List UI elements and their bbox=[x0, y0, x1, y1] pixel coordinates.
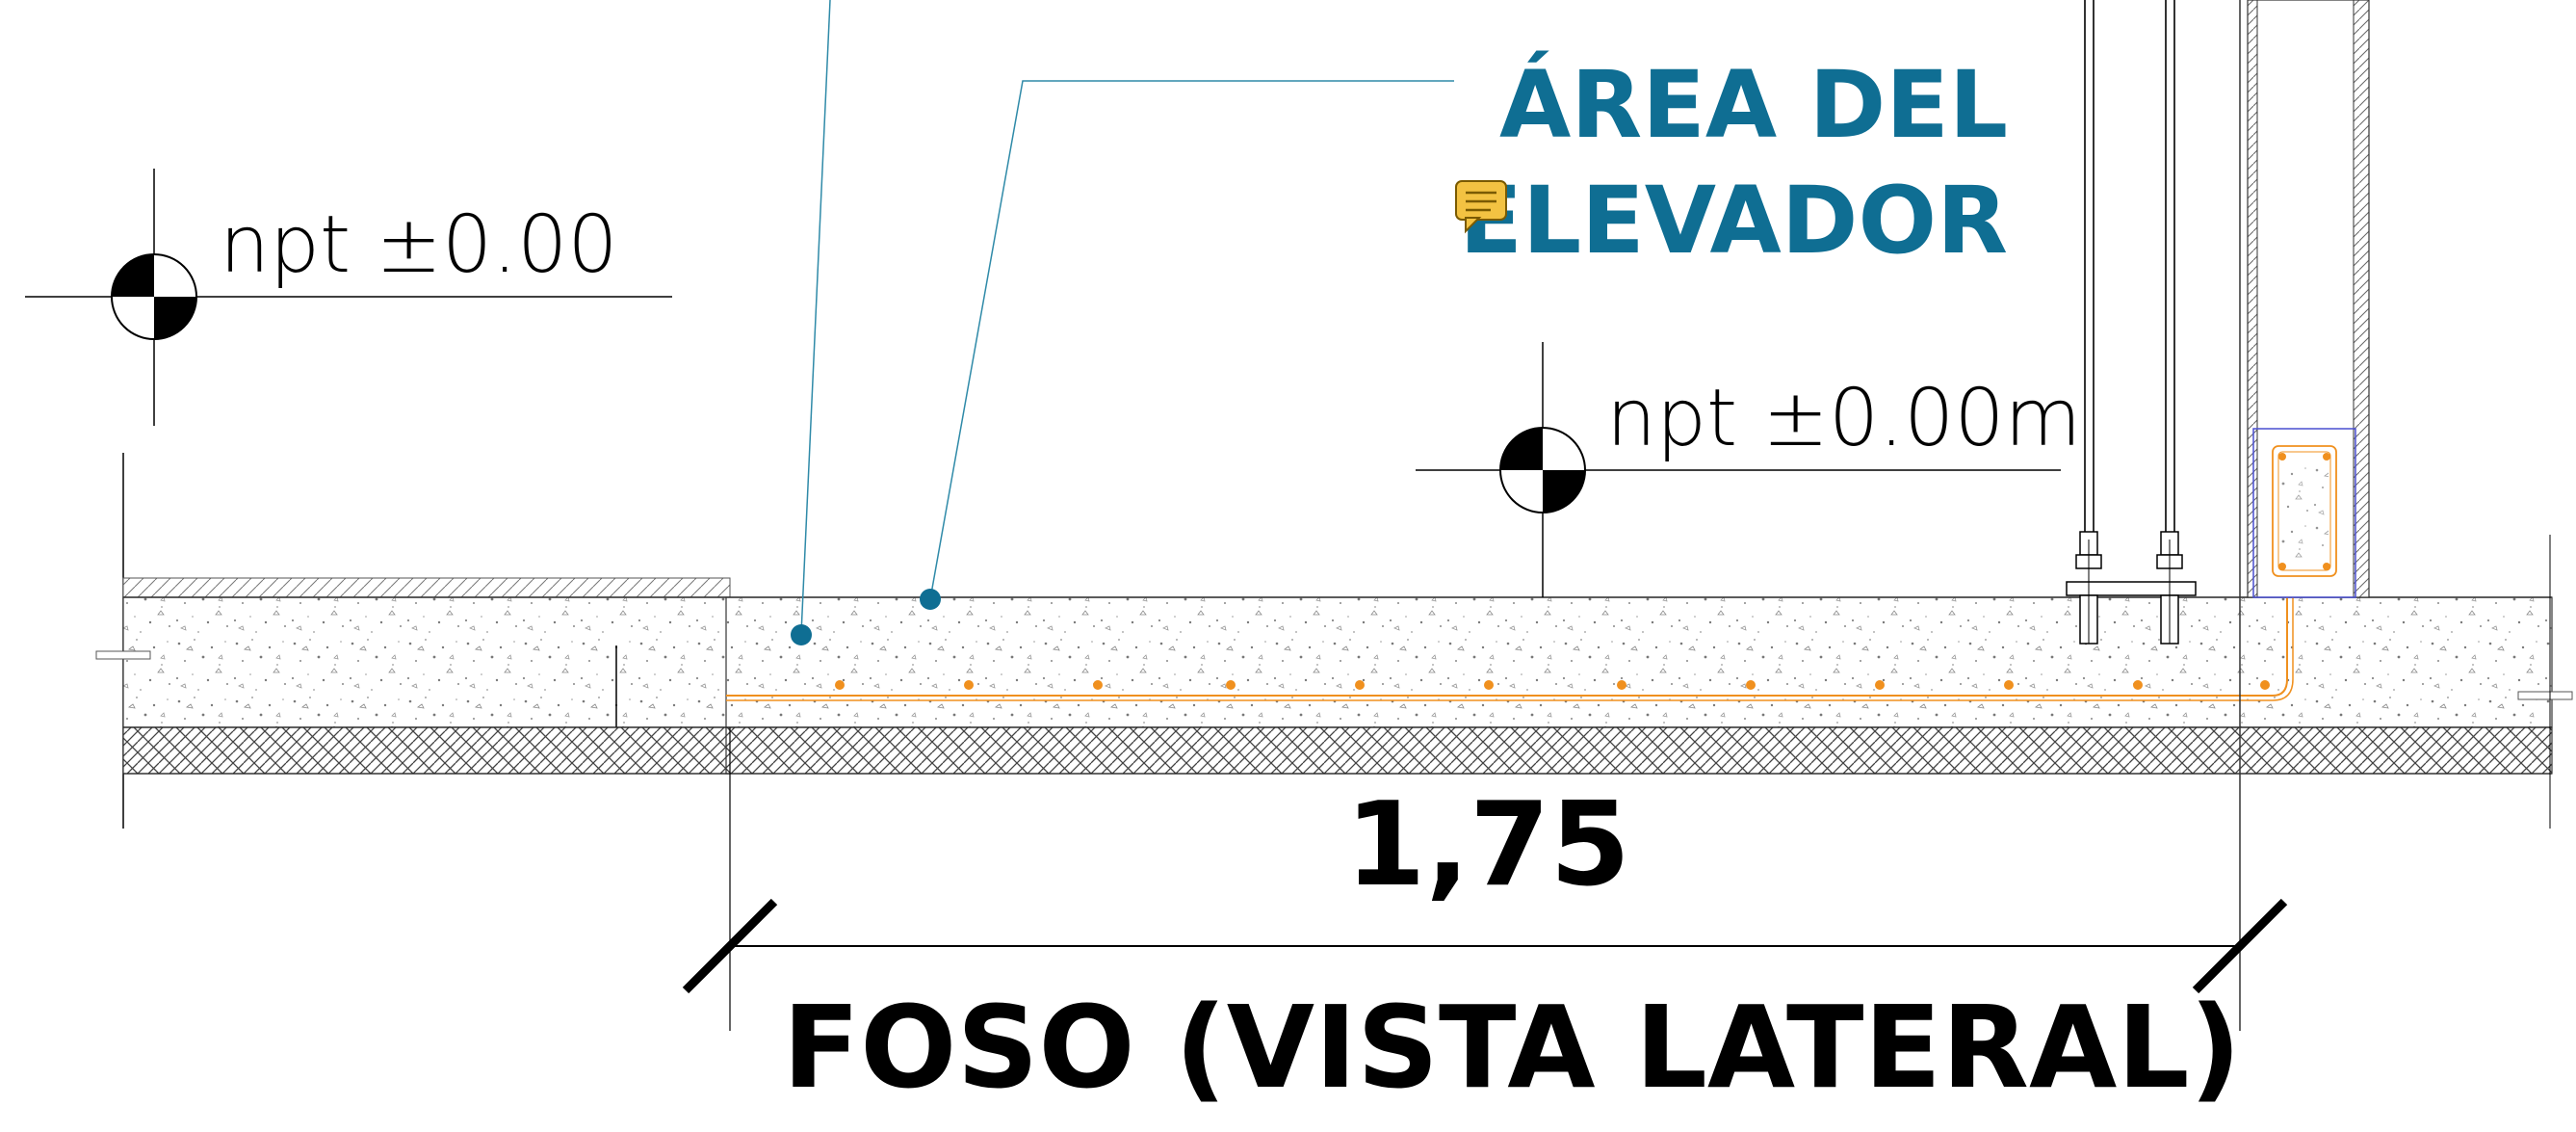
level-label-right: npt ±0.00m bbox=[1606, 373, 2081, 464]
level-label-left: npt ±0.00 bbox=[220, 199, 618, 291]
dimension-line: 1,75 bbox=[682, 727, 2288, 1031]
level-marker-icon bbox=[1499, 427, 1586, 513]
comment-icon[interactable] bbox=[1455, 180, 1507, 234]
elevator-wall bbox=[2239, 0, 2370, 1031]
left-slab bbox=[95, 453, 731, 829]
anchor-bolt-icon bbox=[2066, 0, 2197, 645]
rebar bbox=[726, 597, 2294, 701]
pit-slab bbox=[123, 535, 2573, 829]
level-marker-left: npt ±0.00 bbox=[25, 169, 672, 426]
area-annotation: ÁREA DEL ELEVADOR bbox=[1455, 50, 2008, 275]
level-marker-right: npt ±0.00m bbox=[1416, 342, 2081, 597]
level-marker-icon bbox=[111, 253, 197, 340]
area-label-line2: ELEVADOR bbox=[1459, 167, 2008, 275]
dimension-value: 1,75 bbox=[1345, 778, 1630, 912]
leader-lines bbox=[791, 0, 1454, 645]
drawing-title: FOSO (VISTA LATERAL) bbox=[783, 981, 2242, 1114]
area-label-line1: ÁREA DEL bbox=[1499, 50, 2008, 159]
